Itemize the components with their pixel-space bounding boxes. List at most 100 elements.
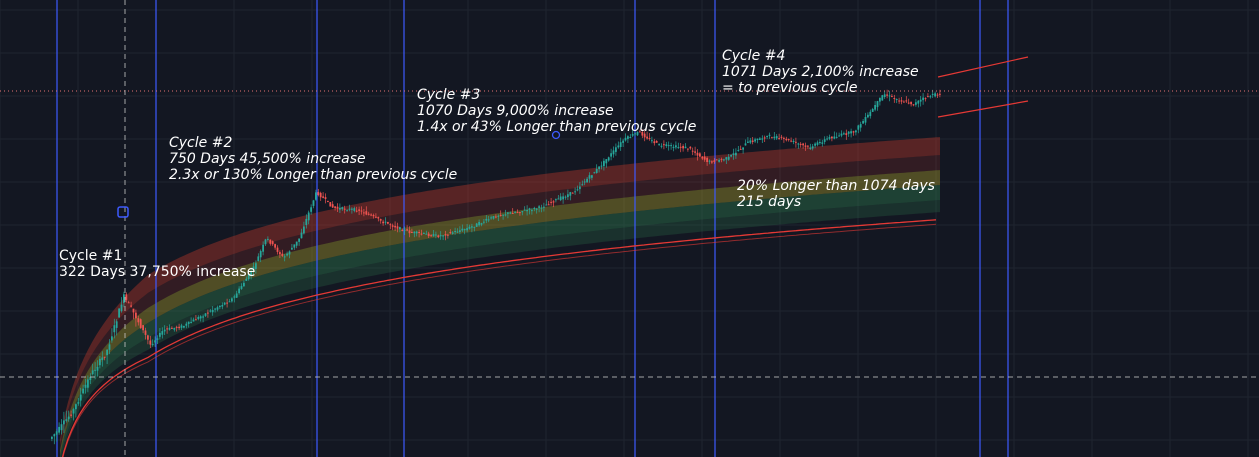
drag-handle-circle[interactable]	[551, 130, 561, 140]
candle-body	[101, 357, 104, 360]
candle-body	[221, 305, 224, 307]
candle-body	[471, 226, 473, 228]
candle-body	[696, 152, 699, 156]
candle-body	[588, 175, 591, 179]
candle-body	[245, 278, 248, 281]
candle-body	[742, 147, 744, 150]
candle-body	[526, 210, 528, 212]
candle-body	[288, 251, 291, 255]
candle-body	[384, 221, 387, 223]
drag-handle-square[interactable]	[117, 206, 129, 218]
candle-body	[204, 313, 207, 316]
annotation-cycle2-line-0: Cycle #2	[169, 135, 232, 151]
candle-body	[171, 327, 173, 329]
candle-body	[615, 147, 617, 152]
candle-body	[775, 136, 778, 139]
candle-body	[768, 134, 771, 136]
candle-body	[312, 200, 315, 206]
candle-body	[667, 145, 670, 147]
candle-body	[391, 225, 394, 227]
candle-body	[147, 335, 149, 340]
candle-body	[624, 137, 627, 141]
candle-body	[267, 238, 269, 240]
candle-body	[936, 94, 939, 96]
candle-body	[343, 208, 346, 210]
candle-body	[799, 143, 802, 145]
candle-body	[363, 212, 365, 214]
candle-body	[418, 232, 420, 233]
candle-body	[96, 366, 99, 371]
candle-body	[797, 143, 800, 145]
candle-body	[725, 157, 728, 160]
candle-body	[634, 133, 636, 135]
candle-body	[461, 228, 464, 231]
candle-body	[223, 302, 226, 305]
candle-body	[151, 343, 154, 345]
candle-body	[51, 436, 53, 439]
candle-body	[499, 215, 502, 216]
candle-body	[463, 229, 466, 231]
candle-body	[387, 222, 389, 224]
candle-body	[279, 252, 281, 255]
candle-body	[533, 207, 536, 209]
candle-body	[190, 321, 192, 323]
candle-body	[259, 251, 262, 258]
candle-body	[562, 196, 564, 200]
candle-body	[600, 165, 603, 167]
candle-body	[744, 143, 747, 146]
annotation-cycle1-line-0: Cycle #1	[59, 248, 122, 264]
candle-body	[207, 312, 209, 314]
candle-body	[63, 420, 65, 425]
candle-body	[809, 147, 812, 149]
candle-body	[240, 286, 243, 289]
candle-body	[466, 228, 468, 231]
candle-body	[927, 96, 929, 98]
candle-body	[807, 145, 809, 147]
candle-body	[576, 189, 579, 191]
candle-body	[627, 136, 629, 139]
candle-body	[187, 321, 190, 324]
candle-body	[84, 384, 87, 388]
candle-body	[751, 140, 754, 142]
candle-body	[679, 146, 682, 148]
candle-body	[891, 96, 893, 98]
candle-body	[605, 159, 608, 164]
candle-body	[845, 133, 848, 135]
candle-body	[826, 138, 828, 140]
candle-body	[310, 207, 312, 212]
candle-body	[713, 160, 716, 162]
candle-body	[389, 224, 392, 226]
candle-body	[396, 226, 399, 229]
candle-body	[185, 323, 188, 326]
candle-body	[934, 93, 936, 97]
candle-body	[641, 132, 644, 136]
candle-body	[711, 161, 713, 163]
candle-body	[881, 95, 884, 101]
candle-body	[300, 232, 303, 239]
candle-body	[113, 325, 116, 333]
candle-body	[487, 219, 490, 221]
candle-body	[175, 326, 178, 328]
candle-body	[816, 142, 819, 145]
candle-body	[329, 202, 332, 207]
candle-body	[718, 159, 720, 162]
candle-body	[761, 138, 764, 140]
candle-body	[348, 208, 351, 210]
candle-body	[353, 208, 356, 211]
candle-body	[559, 196, 562, 201]
candle-body	[135, 312, 137, 319]
candle-body	[727, 156, 730, 160]
candle-body	[859, 124, 862, 128]
candle-body	[703, 156, 706, 160]
candle-body	[629, 137, 632, 138]
candle-body	[917, 100, 920, 104]
candle-body	[910, 101, 912, 105]
candle-body	[420, 233, 423, 235]
candle-body	[411, 232, 413, 233]
candle-body	[795, 141, 797, 143]
annotation-projection-line-1: 215 days	[737, 194, 801, 210]
candle-body	[334, 206, 336, 208]
candle-body	[636, 131, 639, 136]
candle-body	[156, 338, 159, 340]
